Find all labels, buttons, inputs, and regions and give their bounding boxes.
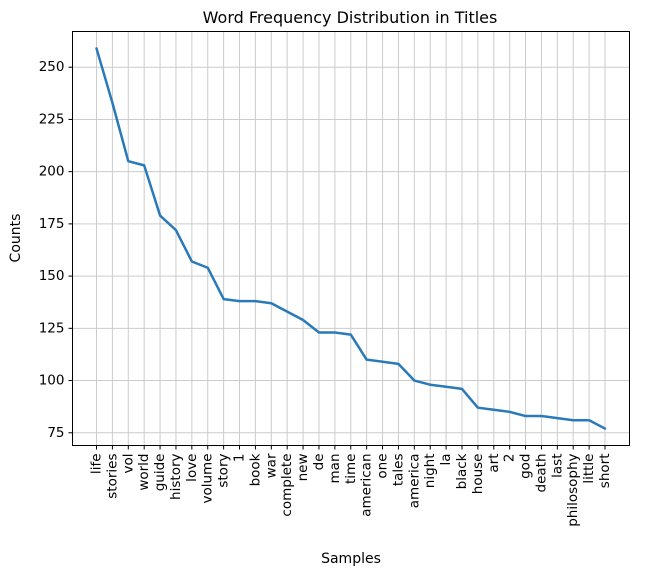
x-tick-label: complete (279, 454, 295, 517)
x-axis-ticks: life stories vol world guide history love volum… (89, 445, 613, 527)
x-tick-label: last (549, 454, 565, 478)
x-tick-label: little (581, 454, 597, 484)
x-tick-label: one (375, 454, 391, 479)
x-tick-label: life (89, 454, 105, 475)
x-tick-label: art (486, 454, 502, 473)
x-tick-label: de (311, 454, 327, 471)
x-tick-label: guide (152, 454, 168, 492)
x-tick-label: night (422, 454, 438, 489)
x-tick-label: tales (390, 454, 406, 487)
x-tick-label: short (597, 454, 613, 489)
x-tick-label: volume (200, 454, 216, 504)
y-tick-label: 175 (39, 216, 65, 232)
y-tick-label: 200 (39, 164, 65, 180)
series-line (95, 47, 607, 430)
x-tick-label: time (343, 454, 359, 485)
x-axis-label: Samples (321, 551, 381, 567)
series-layer (95, 47, 607, 430)
x-tick-label: story (216, 454, 232, 488)
x-tick-label: 2 (502, 454, 518, 463)
x-tick-label: american (359, 454, 375, 517)
x-tick-label: god (518, 454, 534, 479)
x-tick-label: book (247, 453, 263, 486)
x-tick-label: philosophy (565, 453, 581, 526)
grid (72, 31, 630, 446)
y-tick-label: 250 (39, 59, 65, 75)
x-tick-label: stories (104, 454, 120, 499)
chart-title: Word Frequency Distribution in Titles (203, 8, 498, 27)
x-tick-label: la (438, 454, 454, 466)
x-tick-label: 1 (232, 454, 248, 463)
y-axis-ticks: 75 100 125 150 175 200 225 250 (39, 59, 73, 441)
x-tick-label: house (470, 454, 486, 495)
y-tick-label: 100 (39, 373, 65, 389)
x-tick-label: war (263, 453, 279, 478)
x-tick-label: man (327, 454, 343, 484)
x-tick-label: vol (120, 454, 136, 474)
x-tick-label: new (295, 454, 311, 482)
y-tick-label: 125 (39, 320, 65, 336)
y-tick-label: 225 (39, 111, 65, 127)
x-tick-label: history (168, 453, 184, 499)
y-axis-label: Counts (8, 214, 24, 263)
y-tick-label: 75 (47, 425, 64, 441)
y-tick-label: 150 (39, 268, 65, 284)
x-tick-label: death (533, 454, 549, 493)
x-tick-label: world (136, 454, 152, 491)
x-tick-label: love (184, 454, 200, 482)
plot-frame (72, 31, 630, 446)
x-tick-label: black (454, 453, 470, 489)
x-tick-label: america (406, 454, 422, 509)
